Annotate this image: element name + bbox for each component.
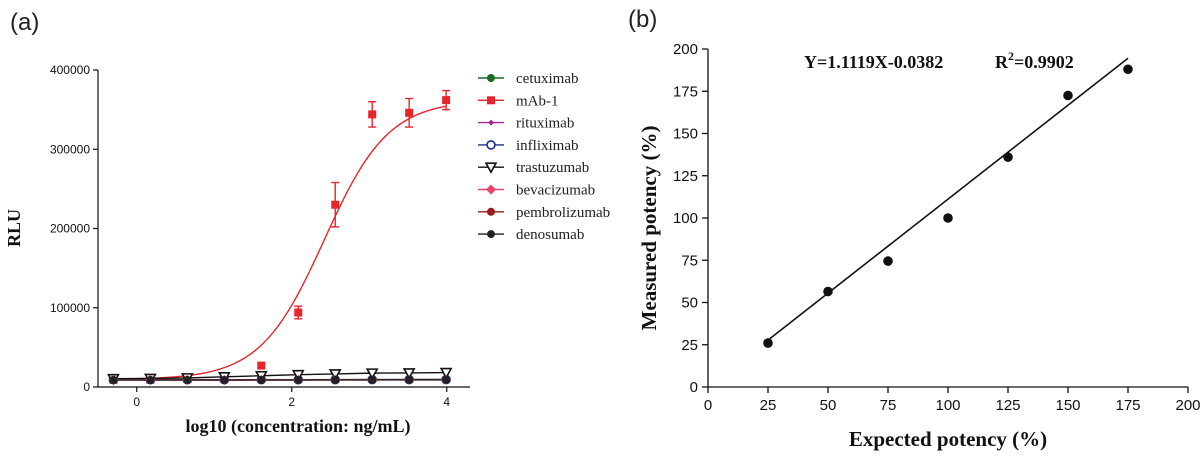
panel-a-markers [107, 89, 453, 386]
panel-b-y-tick-label: 200 [673, 41, 698, 58]
legend-label-trastuzumab: trastuzumab [516, 160, 589, 176]
panel-b-x-axis-title: Expected potency (%) [849, 427, 1047, 451]
point-mAb-1 [257, 361, 266, 370]
series-line-trastuzumab [113, 371, 447, 380]
panel-a-chart: (a) 0 100000 200000 300000 400000 0 2 4 log10 (… [4, 9, 610, 437]
point-denosumab [257, 376, 266, 385]
point-denosumab [405, 375, 414, 384]
panel-b-points [763, 64, 1133, 348]
point-mAb-1 [405, 108, 414, 117]
panel-a-x-tick-label: 2 [288, 395, 295, 409]
point-denosumab [368, 375, 377, 384]
point-trastuzumab [402, 368, 416, 380]
scatter-point [763, 338, 773, 348]
panel-a-y-tick-label: 0 [83, 380, 90, 394]
scatter-point [1123, 64, 1133, 75]
panel-b-chart: (b) 0 25 50 75 100 125 150 175 200 0 25 50 75 100 125 1… [628, 6, 1201, 451]
panel-a-legend: cetuximab mAb-1 rituximab infliximab trastuz… [478, 71, 610, 243]
panel-a-label: (a) [10, 9, 39, 36]
legend-marker-rituximab [488, 119, 494, 126]
panel-b-x-tick-label: 200 [1175, 397, 1200, 414]
panel-b-y-tick-label: 0 [690, 379, 698, 396]
panel-a-y-tick-label: 100000 [50, 301, 90, 315]
scatter-point [823, 286, 833, 297]
scatter-point [883, 256, 893, 266]
legend-label-pembrolizumab: pembrolizumab [516, 205, 610, 221]
panel-b-y-tick-label: 150 [673, 126, 698, 143]
panel-b-y-axis-title: Measured potency (%) [637, 126, 661, 331]
legend-marker-infliximab [486, 140, 496, 150]
panel-a-x-axis-title: log10 (concentration: ng/mL) [186, 416, 411, 437]
point-mAb-1 [442, 96, 451, 105]
panel-b-fit-line [767, 57, 1129, 341]
panel-b-x-tick-label: 100 [935, 397, 960, 414]
panel-b-y-tick-label: 25 [681, 337, 698, 354]
panel-a-y-tick-label: 200000 [50, 222, 90, 236]
point-denosumab [294, 376, 303, 385]
point-mAb-1 [368, 110, 377, 119]
panel-a-y-tick-label: 400000 [50, 63, 90, 77]
point-denosumab [109, 376, 118, 385]
legend-label-bevacizumab: bevacizumab [516, 183, 595, 199]
point-denosumab [220, 376, 229, 385]
scatter-point [1063, 90, 1073, 101]
legend-marker-mAb-1 [487, 96, 495, 105]
panel-a-y-axis-title: RLU [4, 209, 24, 247]
panel-b-ticks: 0 25 50 75 100 125 150 175 200 0 25 50 75 100 125 150 17… [673, 41, 1201, 414]
legend-label-rituximab: rituximab [516, 116, 574, 132]
point-mAb-1 [331, 200, 340, 209]
panel-b-equation: Y=1.1119X-0.0382 [804, 52, 943, 72]
point-denosumab [442, 375, 451, 384]
panel-b-x-tick-label: 75 [880, 397, 897, 414]
panel-b-y-tick-label: 125 [673, 168, 698, 185]
r2-value: =0.9902 [1014, 52, 1074, 72]
legend-label-infliximab: infliximab [516, 138, 579, 154]
panel-b-x-tick-label: 125 [995, 397, 1020, 414]
point-denosumab [146, 376, 155, 385]
panel-b-y-tick-label: 100 [673, 210, 698, 227]
panel-a-y-tick-label: 300000 [50, 142, 90, 156]
panel-b-y-tick-label: 50 [681, 295, 698, 312]
legend-marker-trastuzumab [484, 162, 498, 174]
scatter-point [1003, 152, 1013, 162]
panel-b-x-tick-label: 175 [1115, 397, 1140, 414]
panel-b-x-tick-label: 50 [820, 397, 837, 414]
legend-marker-pembrolizumab [487, 207, 495, 216]
point-denosumab [331, 375, 340, 384]
panel-a-curves [113, 105, 447, 381]
scatter-point [943, 213, 953, 223]
point-denosumab [183, 376, 192, 385]
panel-b-x-tick-label: 0 [704, 397, 712, 414]
legend-marker-denosumab [487, 230, 495, 239]
legend-label-mAb-1: mAb-1 [516, 93, 559, 109]
panel-b-label: (b) [628, 6, 657, 33]
point-trastuzumab [365, 368, 379, 380]
panel-a-x-tick-label: 4 [443, 395, 450, 409]
series-line-mAb-1 [113, 105, 447, 380]
panel-b-r-squared: R2=0.9902 [995, 49, 1074, 72]
legend-marker-cetuximab [487, 74, 495, 82]
regression-line [767, 57, 1129, 341]
panel-a-axes [97, 70, 470, 388]
r2-superscript: 2 [1008, 49, 1014, 63]
point-mAb-1 [294, 308, 303, 317]
panel-b-x-tick-label: 150 [1055, 397, 1080, 414]
legend-label-denosumab: denosumab [516, 227, 584, 243]
panel-a-ticks: 0 100000 200000 300000 400000 0 2 4 [50, 63, 450, 409]
point-trastuzumab [328, 369, 342, 381]
panel-b-x-tick-label: 25 [760, 397, 777, 414]
r2-prefix: R [995, 52, 1009, 72]
legend-label-cetuximab: cetuximab [516, 71, 578, 87]
point-trastuzumab [439, 367, 453, 380]
legend-marker-bevacizumab [486, 184, 496, 195]
panel-b-y-tick-label: 175 [673, 83, 698, 100]
panel-b-y-tick-label: 75 [681, 252, 698, 269]
panel-a-x-tick-label: 0 [133, 395, 140, 409]
